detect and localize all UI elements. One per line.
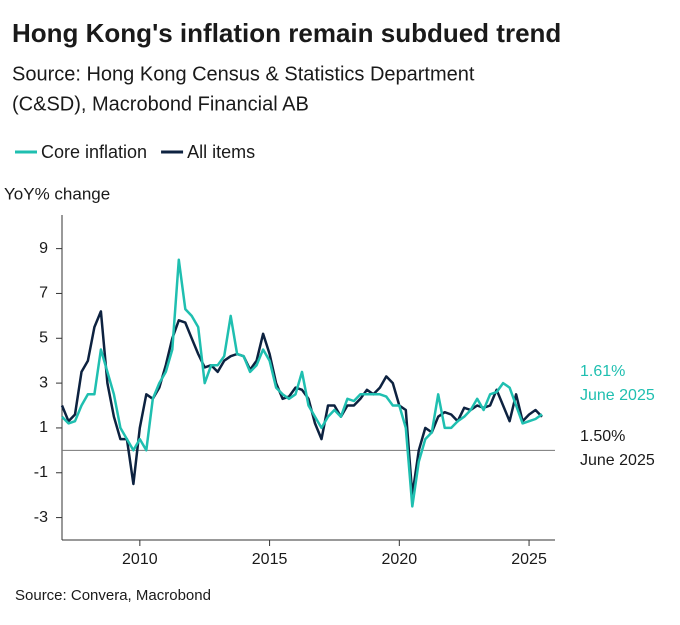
annotation: 1.61%	[580, 363, 625, 380]
subtitle: (C&SD), Macrobond Financial AB	[12, 93, 309, 115]
subtitle: Source: Hong Kong Census & Statistics De…	[12, 63, 475, 85]
annotation: June 2025	[580, 387, 655, 404]
y-tick-label: 3	[39, 374, 48, 391]
y-tick-label: 1	[39, 419, 48, 436]
y-tick-label: -3	[34, 509, 48, 526]
x-tick-label: 2025	[511, 551, 547, 568]
annotation: June 2025	[580, 452, 655, 469]
annotation: 1.50%	[580, 428, 625, 445]
x-tick-label: 2015	[252, 551, 288, 568]
y-axis-label: YoY% change	[4, 184, 110, 203]
y-tick-label: 7	[39, 285, 48, 302]
chart-title: Hong Kong's inflation remain subdued tre…	[12, 18, 561, 48]
y-tick-label: 5	[39, 329, 48, 346]
series-line	[60, 310, 543, 497]
series-line	[61, 258, 543, 508]
y-tick-label: 9	[39, 240, 48, 257]
legend-label: All items	[187, 142, 255, 162]
footer: Source: Convera, Macrobond	[15, 587, 211, 604]
y-tick-label: -1	[34, 464, 48, 481]
legend-label: Core inflation	[41, 142, 147, 162]
x-tick-label: 2010	[122, 551, 158, 568]
x-tick-label: 2020	[382, 551, 418, 568]
